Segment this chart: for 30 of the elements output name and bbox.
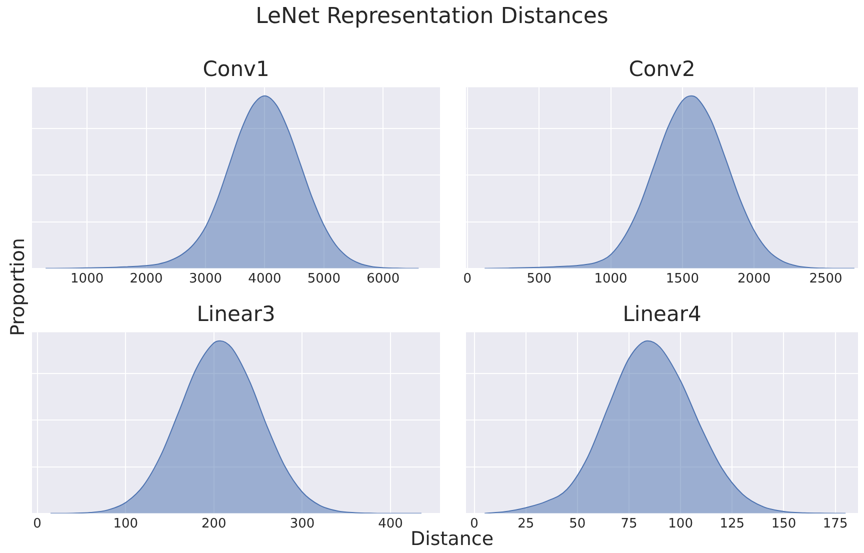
- x-tick-label: 3000: [188, 272, 222, 287]
- x-tick-label: 2500: [809, 272, 842, 287]
- x-tick-label: 500: [526, 272, 552, 287]
- x-tick-label: 0: [33, 516, 42, 532]
- y-axis-title: Proportion: [7, 237, 29, 337]
- x-tick-label: 1500: [666, 272, 699, 287]
- x-tick-label: 2000: [130, 272, 163, 287]
- x-tick-label: 100: [113, 516, 138, 532]
- x-tick-label: 300: [290, 516, 315, 532]
- x-tick-label: 100: [668, 516, 693, 532]
- text: LeNet Representation Distances: [254, 4, 610, 29]
- x-tick-label: 50: [569, 516, 586, 532]
- x-tick-label: 1000: [594, 272, 628, 287]
- chart-title: Linear3: [196, 302, 276, 326]
- x-tick-label: 1000: [70, 272, 104, 287]
- x-tick-label: 4000: [248, 272, 282, 287]
- x-tick-label: 2000: [738, 272, 771, 287]
- x-tick-label: 5000: [307, 272, 340, 287]
- x-tick-label: 75: [620, 516, 638, 532]
- x-tick-label: 125: [720, 516, 745, 532]
- x-tick-label: 25: [518, 516, 534, 532]
- x-tick-label: 0: [463, 272, 472, 287]
- chart-title: Conv2: [628, 57, 696, 82]
- x-tick-label: 175: [822, 516, 848, 532]
- x-tick-label: 400: [378, 516, 403, 532]
- chart-title: Linear4: [622, 302, 702, 326]
- chart-title: Conv1: [202, 57, 270, 82]
- x-tick-label: 200: [202, 516, 226, 532]
- x-tick-label: 6000: [366, 272, 400, 287]
- x-tick-label: 150: [771, 516, 796, 532]
